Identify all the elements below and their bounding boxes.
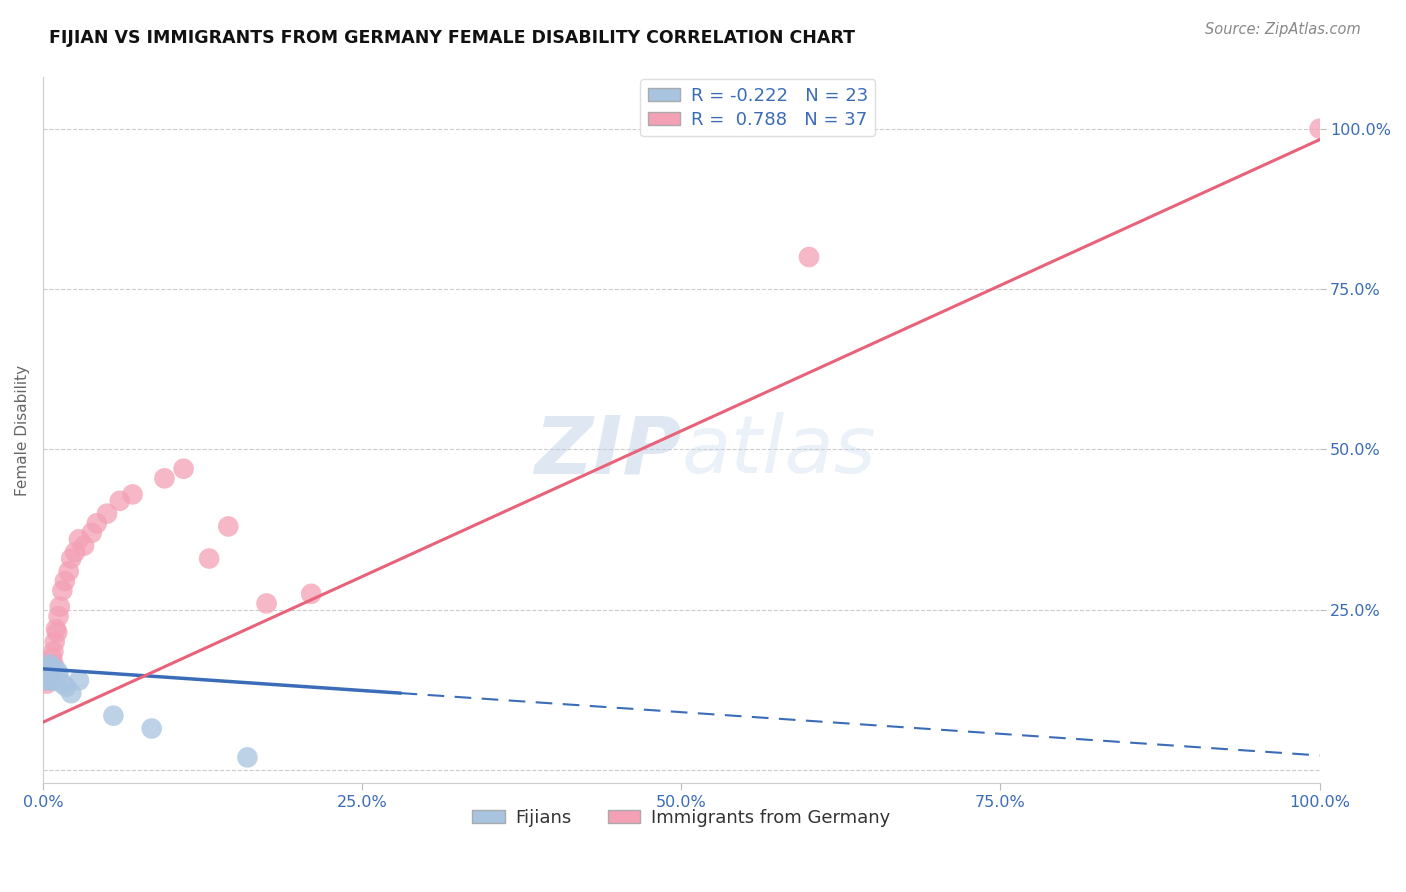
Point (198, 551, 221, 566)
Point (51, 676, 73, 690)
Point (38, 670, 60, 684)
Point (39, 667, 62, 681)
Point (67, 533, 90, 547)
Point (35, 676, 58, 690)
Point (121, 487, 143, 501)
Point (38, 667, 60, 681)
Point (46, 664, 69, 678)
Point (108, 493, 131, 508)
Text: FIJIAN VS IMMIGRANTS FROM GERMANY FEMALE DISABILITY CORRELATION CHART: FIJIAN VS IMMIGRANTS FROM GERMANY FEMALE… (49, 29, 855, 46)
Point (51, 583, 73, 598)
Point (37, 673, 59, 688)
Point (217, 519, 239, 533)
Point (67, 673, 90, 688)
Point (80, 525, 103, 540)
Legend: Fijians, Immigrants from Germany: Fijians, Immigrants from Germany (465, 802, 898, 834)
Point (103, 708, 125, 723)
Point (44, 667, 66, 681)
Point (236, 750, 259, 764)
Text: Source: ZipAtlas.com: Source: ZipAtlas.com (1205, 22, 1361, 37)
Point (86, 516, 108, 531)
Point (256, 596, 278, 610)
Point (63, 545, 86, 559)
Point (46, 625, 69, 640)
Point (45, 673, 67, 688)
Point (35, 670, 58, 684)
Point (39, 673, 62, 688)
Point (73, 539, 96, 553)
Point (797, 250, 820, 264)
Point (37, 667, 59, 681)
Point (48, 609, 70, 624)
Point (38, 660, 60, 674)
Point (55, 680, 77, 694)
Point (60, 686, 83, 700)
Point (34, 673, 56, 688)
Point (41, 660, 63, 674)
Point (39, 664, 62, 678)
Point (35, 660, 58, 674)
Point (37, 664, 59, 678)
Point (45, 622, 67, 636)
Text: ZIP: ZIP (534, 412, 682, 491)
Point (42, 670, 65, 684)
Y-axis label: Female Disability: Female Disability (15, 365, 30, 496)
Point (53, 574, 76, 588)
Point (44, 635, 66, 649)
Point (42, 644, 65, 658)
Point (153, 471, 176, 485)
Point (49, 599, 72, 614)
Point (35, 667, 58, 681)
Point (35, 670, 58, 684)
Point (34, 664, 56, 678)
Point (39, 657, 62, 672)
Text: atlas: atlas (682, 412, 876, 491)
Point (35, 664, 58, 678)
Point (60, 551, 83, 566)
Point (299, 587, 322, 601)
Point (41, 651, 63, 665)
Point (173, 461, 195, 475)
Point (48, 667, 70, 681)
Point (42, 657, 65, 672)
Point (96, 507, 118, 521)
Point (58, 565, 80, 579)
Point (38, 657, 60, 672)
Point (1309, 121, 1331, 136)
Point (141, 722, 163, 736)
